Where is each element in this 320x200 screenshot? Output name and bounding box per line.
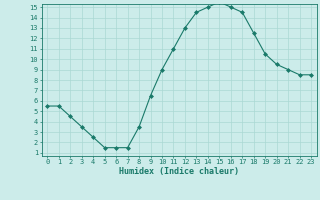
X-axis label: Humidex (Indice chaleur): Humidex (Indice chaleur) xyxy=(119,167,239,176)
